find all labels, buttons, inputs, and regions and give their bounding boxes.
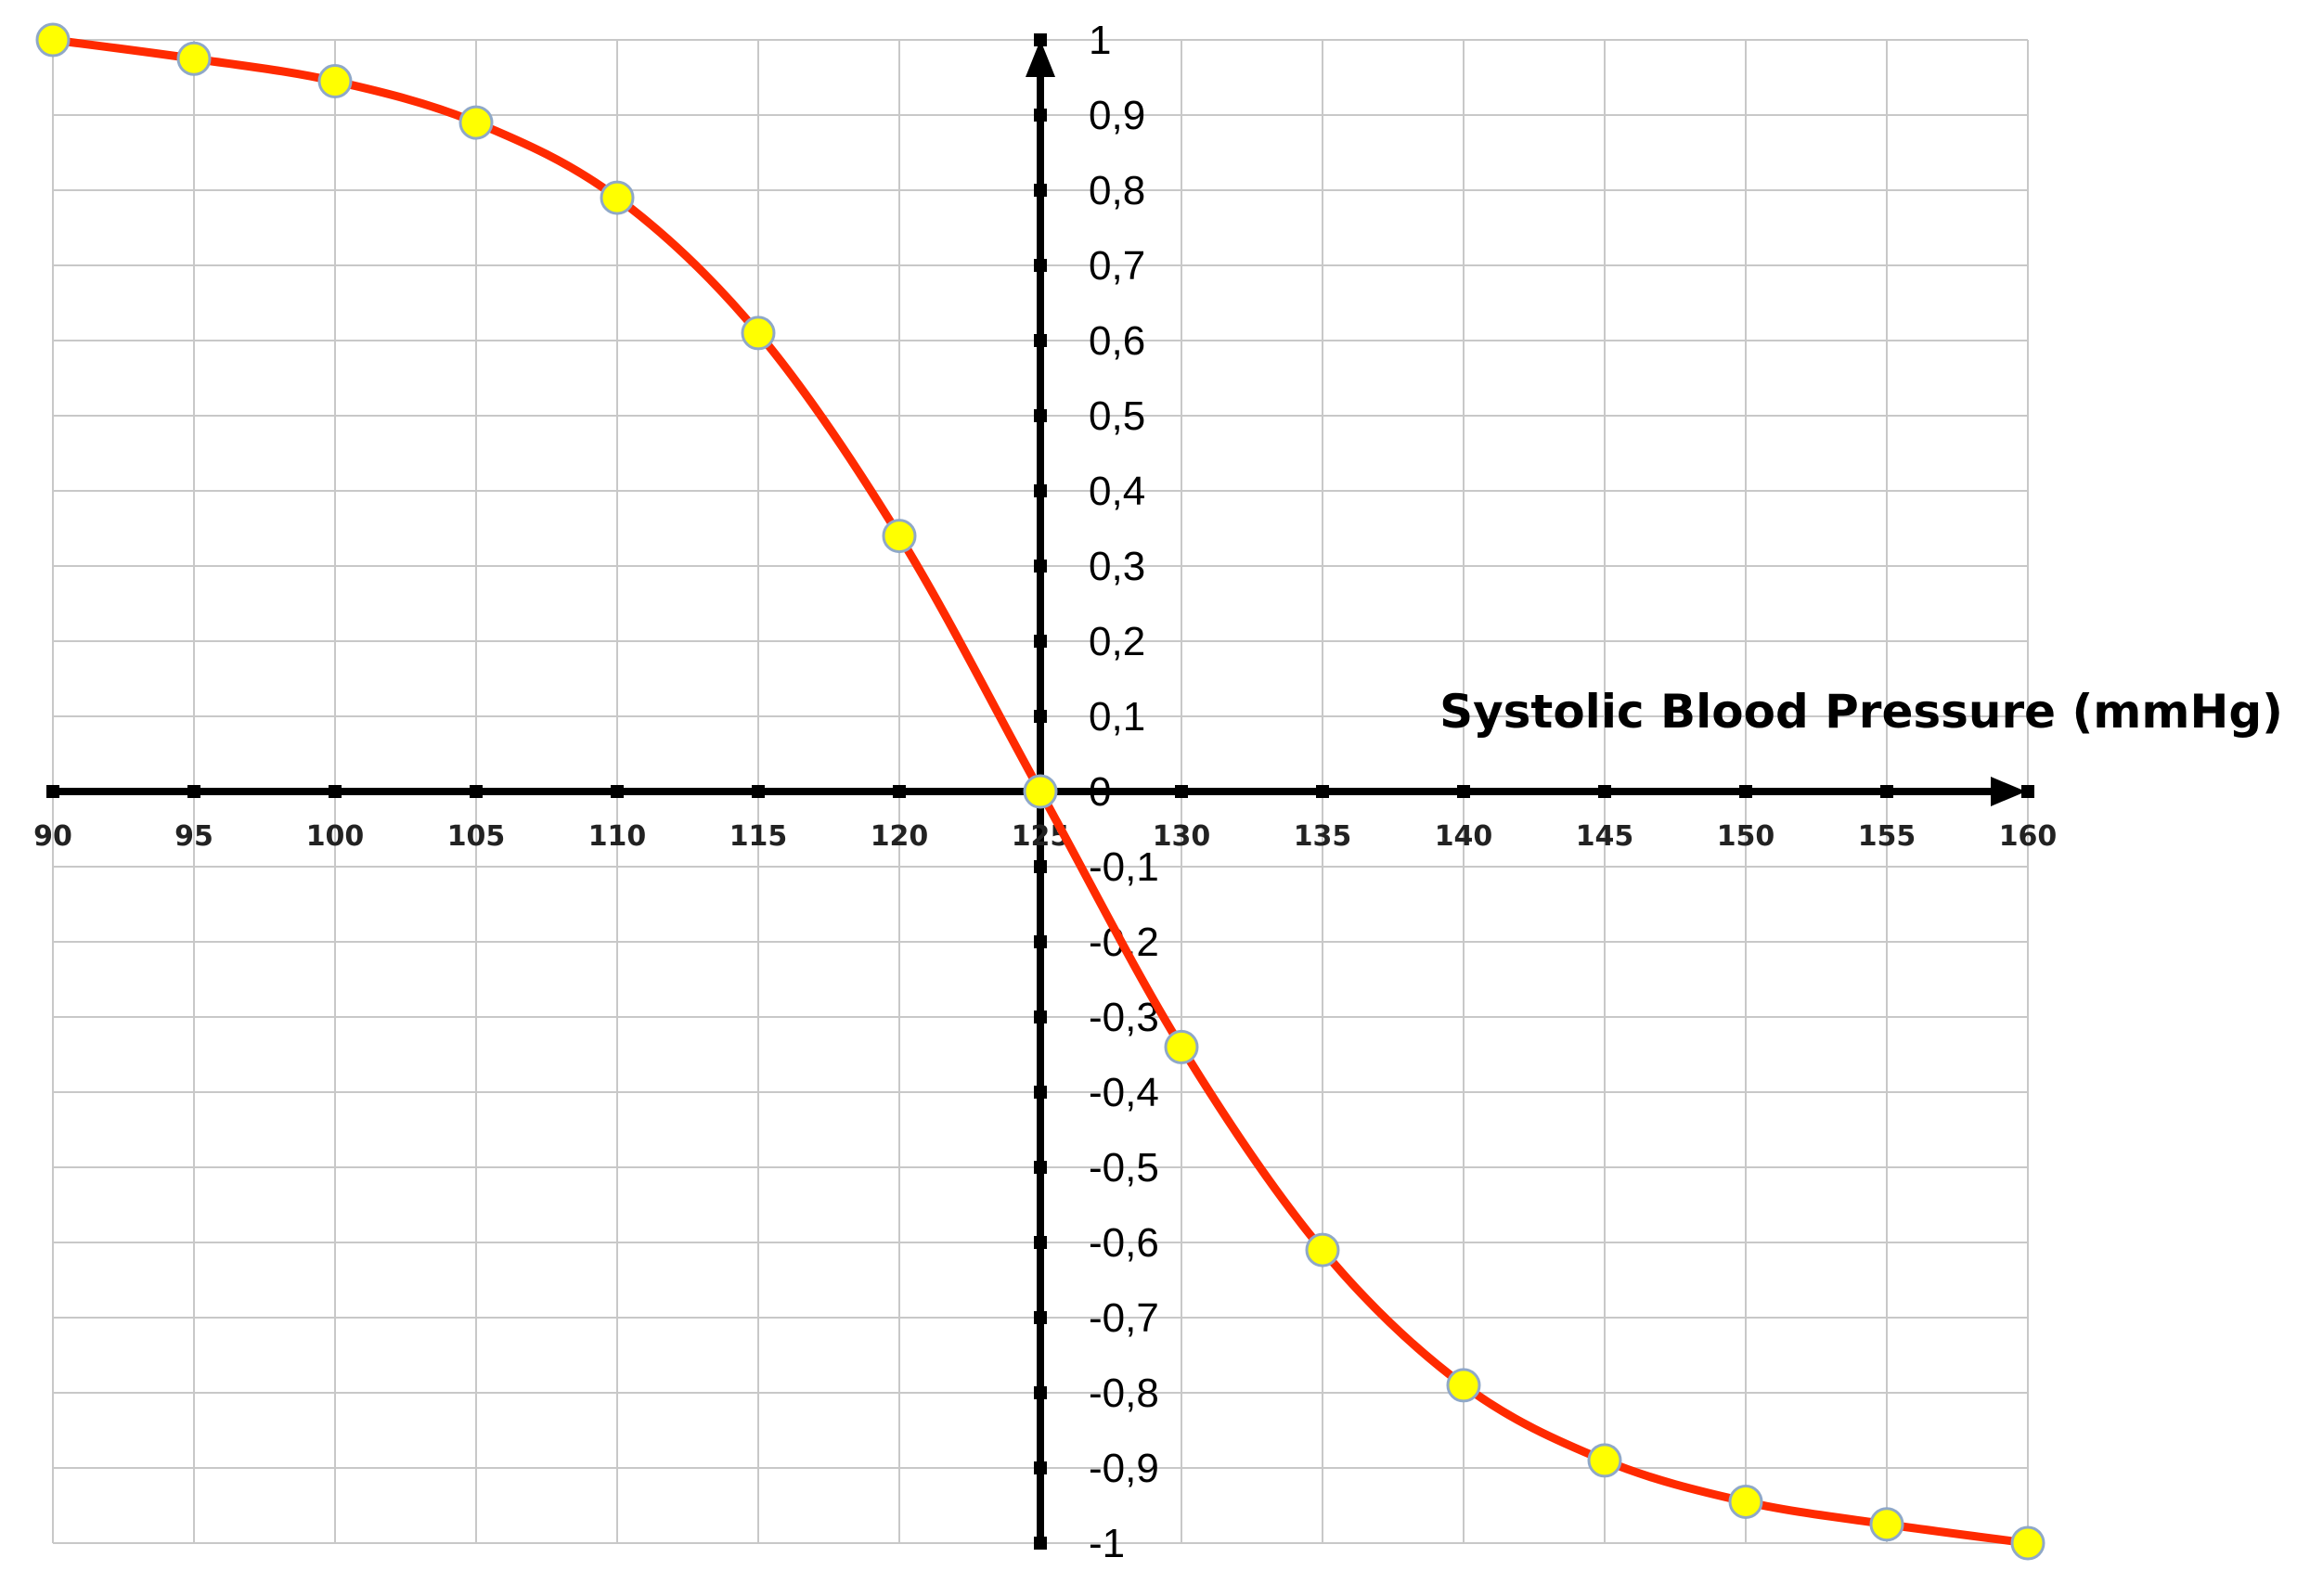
- x-tick-label: 130: [1153, 820, 1211, 853]
- x-tick-label: 95: [174, 820, 213, 853]
- y-tick-label: -0,4: [1089, 1070, 1159, 1115]
- x-tick-mark: [46, 785, 59, 798]
- y-tick-mark: [1034, 1086, 1047, 1099]
- y-tick-label: 0,8: [1089, 168, 1145, 213]
- y-tick-mark: [1034, 33, 1047, 46]
- y-tick-label: 0,7: [1089, 243, 1145, 289]
- y-tick-label: 0,3: [1089, 544, 1145, 589]
- x-tick-label: 90: [33, 820, 72, 853]
- x-tick-label: 120: [871, 820, 929, 853]
- x-tick-label: 145: [1576, 820, 1634, 853]
- data-point: [1023, 774, 1058, 809]
- x-tick-mark: [2021, 785, 2034, 798]
- x-tick-mark: [1316, 785, 1329, 798]
- data-point: [458, 105, 494, 140]
- y-tick-mark: [1034, 184, 1047, 197]
- y-tick-mark: [1034, 860, 1047, 873]
- y-tick-mark: [1034, 1010, 1047, 1023]
- x-tick-label: 135: [1294, 820, 1352, 853]
- x-tick-label: 100: [306, 820, 365, 853]
- data-point: [35, 22, 71, 58]
- x-tick-labels: 90 95 100 105 110 115 120 125 130 135 140 145 150 155…: [33, 820, 2057, 853]
- y-tick-label: 0: [1089, 769, 1111, 815]
- y-tick-mark: [1034, 1386, 1047, 1399]
- y-tick-mark: [1034, 560, 1047, 573]
- x-tick-mark: [1457, 785, 1470, 798]
- y-tick-label: -0,5: [1089, 1145, 1159, 1191]
- data-point: [1164, 1029, 1199, 1064]
- y-tick-label: 0,1: [1089, 694, 1145, 740]
- data-point: [2010, 1525, 2045, 1561]
- x-tick-mark: [470, 785, 483, 798]
- y-tick-label: -1: [1089, 1521, 1125, 1566]
- y-tick-mark: [1034, 334, 1047, 347]
- data-point: [1728, 1484, 1763, 1519]
- x-tick-label: 155: [1858, 820, 1916, 853]
- y-tick-label: 0,4: [1089, 469, 1145, 514]
- y-tick-label: 1: [1089, 18, 1111, 63]
- y-tick-mark: [1034, 710, 1047, 723]
- series: [35, 22, 2045, 1561]
- x-tick-mark: [1175, 785, 1188, 798]
- x-tick-mark: [752, 785, 765, 798]
- y-tick-label: 0,2: [1089, 619, 1145, 664]
- y-tick-mark: [1034, 635, 1047, 648]
- y-tick-label: 0,9: [1089, 93, 1145, 138]
- y-tick-label: -0,3: [1089, 995, 1159, 1040]
- y-tick-mark: [1034, 484, 1047, 497]
- y-tick-mark: [1034, 1461, 1047, 1474]
- x-tick-mark: [1739, 785, 1752, 798]
- data-point: [1587, 1443, 1622, 1478]
- y-tick-label: -0,8: [1089, 1371, 1159, 1416]
- y-tick-label: 0,6: [1089, 318, 1145, 364]
- y-axis-arrow: [1026, 40, 1055, 77]
- y-tick-label: -0,7: [1089, 1295, 1159, 1341]
- y-tick-labels: 10,90,80,70,60,50,40,30,20,10-0,1-0,2-0,…: [1089, 18, 1159, 1566]
- y-tick-mark: [1034, 935, 1047, 948]
- data-point: [600, 180, 635, 215]
- x-axis-arrow: [1991, 777, 2026, 806]
- y-tick-label: -0,9: [1089, 1446, 1159, 1491]
- y-tick-mark: [1034, 409, 1047, 422]
- y-tick-mark: [1034, 1311, 1047, 1324]
- x-tick-mark: [1598, 785, 1611, 798]
- y-tick-mark: [1034, 259, 1047, 272]
- x-tick-mark: [1880, 785, 1893, 798]
- x-tick-label: 110: [588, 820, 647, 853]
- y-tick-mark: [1034, 1537, 1047, 1550]
- data-point: [176, 41, 212, 76]
- data-point: [1869, 1507, 1904, 1542]
- y-tick-mark: [1034, 1236, 1047, 1249]
- y-tick-mark: [1034, 109, 1047, 122]
- y-tick-label: -0,1: [1089, 844, 1159, 890]
- data-point: [1305, 1232, 1340, 1268]
- x-tick-mark: [611, 785, 624, 798]
- x-tick-label: 105: [447, 820, 506, 853]
- x-tick-label: 115: [729, 820, 788, 853]
- y-tick-mark: [1034, 1161, 1047, 1174]
- x-tick-mark: [187, 785, 200, 798]
- x-axis-title: Systolic Blood Pressure (mmHg): [1439, 685, 2283, 739]
- data-point: [1446, 1368, 1481, 1403]
- x-tick-label: 150: [1717, 820, 1775, 853]
- x-tick-mark: [893, 785, 906, 798]
- x-tick-label: 160: [1999, 820, 2058, 853]
- y-tick-label: -0,6: [1089, 1220, 1159, 1266]
- x-tick-label: 140: [1435, 820, 1493, 853]
- x-tick-mark: [329, 785, 342, 798]
- data-point: [882, 519, 917, 554]
- y-tick-label: 0,5: [1089, 393, 1145, 439]
- data-point: [317, 64, 353, 99]
- data-point: [741, 315, 776, 351]
